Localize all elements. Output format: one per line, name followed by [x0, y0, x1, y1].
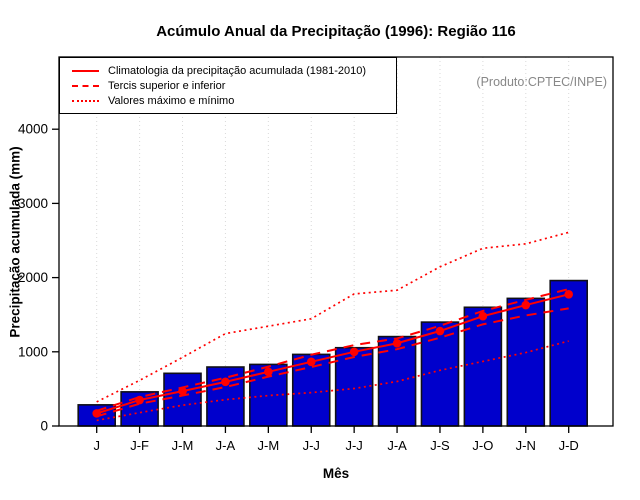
y-tick-label: 1000: [18, 344, 48, 359]
x-axis-title: Mês: [322, 466, 350, 481]
legend-item-terciles: Tercis superior e inferior: [72, 78, 396, 93]
x-tick-label: J-M: [258, 438, 280, 453]
bar-J-N: [506, 297, 546, 427]
marker-climatology-J-J: [349, 347, 359, 357]
y-tick-label: 2000: [18, 270, 48, 285]
line-valor-m-ximo: [96, 231, 569, 403]
x-tick-label: J-J: [345, 438, 362, 453]
marker-climatology-J-A: [221, 377, 230, 387]
legend-label: Tercis superior e inferior: [108, 79, 226, 92]
marker-climatology-J-O: [478, 311, 488, 321]
x-tick-label: J-A: [387, 438, 407, 453]
dotted-line-icon: [72, 99, 99, 102]
marker-climatology-J-A: [392, 338, 402, 348]
y-axis-title: Precipitação acumulada (mm): [7, 146, 23, 338]
x-tick-label: J-J: [303, 438, 320, 453]
x-tick-label: J: [93, 438, 100, 453]
bar-J-M: [163, 372, 202, 427]
x-tick-label: J-F: [130, 438, 149, 453]
line-tercil-inferior: [96, 307, 569, 418]
x-tick-label: J-A: [216, 438, 236, 453]
y-tick-label: 3000: [18, 196, 48, 211]
producer-watermark: (Produto:CPTEC/INPE): [476, 75, 607, 89]
marker-climatology-J-S: [435, 326, 445, 336]
dashed-line-icon: [72, 84, 99, 87]
bar-J-A: [206, 366, 245, 427]
marker-climatology-J-D: [564, 289, 573, 299]
solid-line-icon: [72, 69, 99, 72]
x-tick-label: J-D: [559, 438, 579, 453]
legend-label: Climatologia da precipitação acumulada (…: [108, 64, 367, 77]
legend-item-climatology: Climatologia da precipitação acumulada (…: [72, 63, 396, 78]
y-tick-label: 0: [40, 419, 48, 434]
x-tick-label: J-S: [430, 438, 450, 453]
x-tick-label: J-N: [516, 438, 536, 453]
line-climatologia-da-precipita-o-acumulada-1981-2010-: [96, 293, 569, 415]
marker-climatology-J-M: [178, 386, 187, 396]
marker-climatology-J-N: [521, 300, 531, 310]
line-valor-m-nimo: [96, 340, 569, 422]
x-tick-label: J-O: [472, 438, 493, 453]
chart-title: Acúmulo Anual da Precipitação (1996): Re…: [156, 23, 516, 40]
legend-box: Climatologia da precipitação acumulada (…: [59, 57, 397, 114]
marker-climatology-J-J: [306, 357, 316, 367]
marker-climatology-J: [92, 409, 101, 418]
line-tercil-superior: [96, 288, 569, 412]
legend-item-max-min: Valores máximo e mínimo: [72, 93, 396, 108]
legend-label: Valores máximo e mínimo: [108, 94, 235, 107]
y-tick-label: 4000: [18, 122, 48, 137]
bar-J-O: [463, 306, 503, 427]
marker-climatology-J-M: [264, 367, 273, 377]
x-tick-label: J-M: [172, 438, 194, 453]
bar-J-D: [549, 279, 589, 427]
bar-J-J: [334, 346, 374, 427]
bar-J-S: [420, 321, 460, 427]
marker-climatology-J-F: [135, 395, 144, 405]
